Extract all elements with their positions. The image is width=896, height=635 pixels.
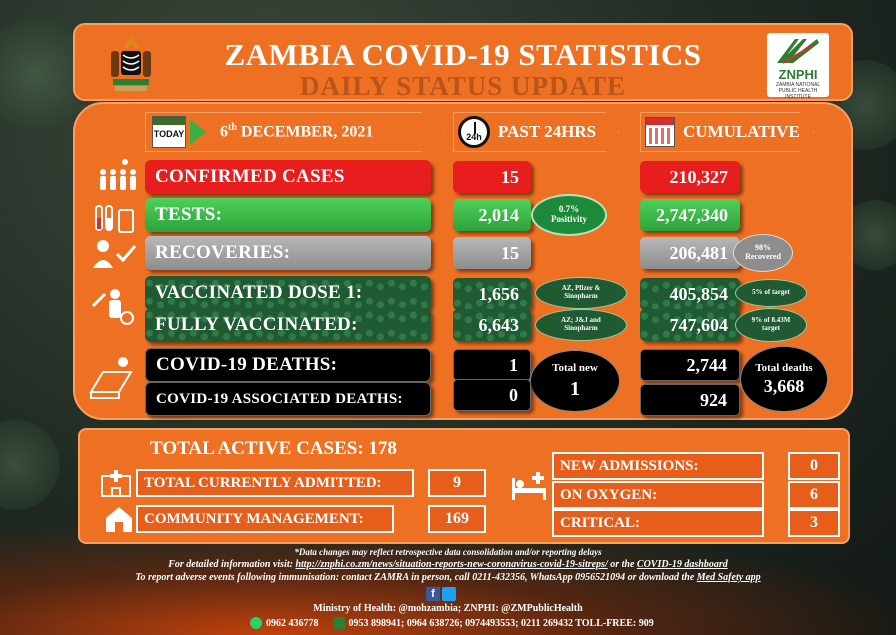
active-cases-title: TOTAL ACTIVE CASES: 178 — [150, 438, 397, 459]
vaccination-icon — [91, 289, 134, 325]
community-management-value: 169 — [428, 505, 486, 533]
associated-deaths-label: COVID-19 ASSOCIATED DEATHS: — [145, 382, 431, 416]
report-date: 6th DECEMBER, 2021 — [220, 122, 374, 141]
new-admissions-label: NEW ADMISSIONS: — [552, 452, 764, 480]
recovered-percent-badge: 98% Recovered — [733, 234, 793, 272]
sitrep-link[interactable]: http://znphi.co.zm/news/situation-report… — [295, 559, 608, 570]
page-subtitle: DAILY STATUS UPDATE — [299, 71, 627, 101]
critical-label: CRITICAL: — [552, 509, 764, 537]
fully-cumulative: 747,604 — [640, 309, 740, 341]
confirmed-cumulative: 210,327 — [640, 161, 740, 193]
znphi-emblem-icon — [777, 39, 819, 64]
test-tubes-icon — [95, 205, 134, 233]
assoc-deaths-past24: 0 — [453, 379, 531, 411]
recovered-person-icon — [93, 240, 137, 268]
tests-past24: 2,014 — [453, 199, 531, 231]
hospital-bed-icon — [512, 472, 546, 500]
covid-deaths-label: COVID-19 DEATHS: — [145, 348, 431, 382]
home-care-icon — [106, 507, 132, 532]
report-line: To report adverse events following immun… — [135, 572, 761, 583]
fully-target-badge: 9% of 8.43M target — [735, 308, 807, 342]
on-oxygen-label: ON OXYGEN: — [552, 481, 764, 509]
calendar-today-icon: TODAY — [152, 116, 186, 148]
vaccinated-dose1-label: VACCINATED DOSE 1: — [145, 276, 431, 310]
total-admitted-value: 9 — [428, 469, 486, 497]
social-icons: f — [426, 587, 456, 601]
total-admitted-label: TOTAL CURRENTLY ADMITTED: — [136, 469, 414, 497]
whatsapp-icon — [250, 617, 262, 629]
phone-icon — [332, 617, 345, 629]
znphi-logo-subtext: ZAMBIA NATIONAL PUBLIC HEALTH INSTITUTE — [775, 82, 821, 100]
recoveries-label: RECOVERIES: — [145, 236, 431, 270]
coat-of-arms-icon — [111, 37, 151, 91]
community-management-label: COMMUNITY MANAGEMENT: — [136, 505, 394, 533]
dose1-past24: 1,656 — [453, 278, 531, 310]
cumulative-label: CUMULATIVE — [683, 122, 800, 141]
deaths-past24: 1 — [453, 349, 531, 381]
info-line: For detailed information visit: http://z… — [168, 559, 728, 570]
past24-label: PAST 24HRS — [498, 122, 597, 141]
total-deaths-badge: Total deaths 3,668 — [740, 346, 828, 412]
dose1-target-badge: 5% of target — [735, 279, 807, 307]
contact-line: 0962 436778 0953 898941; 0964 638726; 09… — [250, 617, 654, 629]
critical-value: 3 — [788, 509, 840, 537]
assoc-deaths-cumulative: 924 — [640, 384, 740, 416]
active-cases-panel: TOTAL ACTIVE CASES: 178 TOTAL CURRENTLY … — [78, 428, 850, 544]
deaths-cumulative: 2,744 — [640, 349, 740, 381]
dashboard-link[interactable]: COVID-19 dashboard — [636, 559, 728, 570]
on-oxygen-value: 6 — [788, 481, 840, 509]
new-admissions-value: 0 — [788, 452, 840, 480]
social-handles: Ministry of Health: @mohzambia; ZNPHI: @… — [313, 603, 583, 614]
calendar-icon — [645, 117, 675, 147]
fully-past24: 6,643 — [453, 309, 531, 341]
header-banner: ZAMBIA COVID-19 STATISTICS DAILY STATUS … — [73, 23, 853, 101]
recoveries-past24: 15 — [453, 237, 531, 269]
green-triangle-icon — [190, 119, 206, 145]
people-group-icon — [100, 159, 136, 190]
tests-label: TESTS: — [145, 198, 431, 232]
virus-decoration — [0, 420, 60, 510]
med-safety-link[interactable]: Med Safety app — [696, 572, 761, 583]
fully-vaccinated-label: FULLY VACCINATED: — [145, 308, 431, 342]
page-title: ZAMBIA COVID-19 STATISTICS — [224, 37, 702, 72]
znphi-logo: ZNPHI ZAMBIA NATIONAL PUBLIC HEALTH INST… — [767, 33, 829, 100]
confirmed-cases-label: CONFIRMED CASES — [145, 160, 431, 194]
fully-vaccines-badge: AZ; J&J and Sinopharm — [535, 309, 627, 341]
tests-cumulative: 2,747,340 — [640, 199, 740, 231]
data-note: *Data changes may reflect retrospective … — [294, 547, 602, 557]
date-header: TODAY 6th DECEMBER, 2021 — [145, 112, 445, 152]
dose1-vaccines-badge: AZ, Pfizer & Sinopharm — [535, 277, 627, 309]
coffin-icon — [89, 357, 133, 399]
cumulative-header: CUMULATIVE — [640, 112, 814, 152]
hospital-icon — [101, 470, 131, 497]
past24-header: 24h PAST 24HRS — [453, 112, 619, 152]
confirmed-past24: 15 — [453, 161, 531, 193]
twitter-icon[interactable] — [442, 587, 456, 601]
facebook-icon[interactable]: f — [426, 587, 440, 601]
total-new-deaths-badge: Total new 1 — [530, 350, 620, 412]
dose1-cumulative: 405,854 — [640, 278, 740, 310]
daily-stats-panel: TODAY 6th DECEMBER, 2021 24h PAST 24HRS … — [73, 102, 853, 420]
positivity-badge: 0.7% Positivity — [531, 194, 607, 236]
znphi-logo-text: ZNPHI — [778, 67, 818, 82]
clock-24h-icon: 24h — [458, 116, 490, 148]
recoveries-cumulative: 206,481 — [640, 237, 740, 269]
